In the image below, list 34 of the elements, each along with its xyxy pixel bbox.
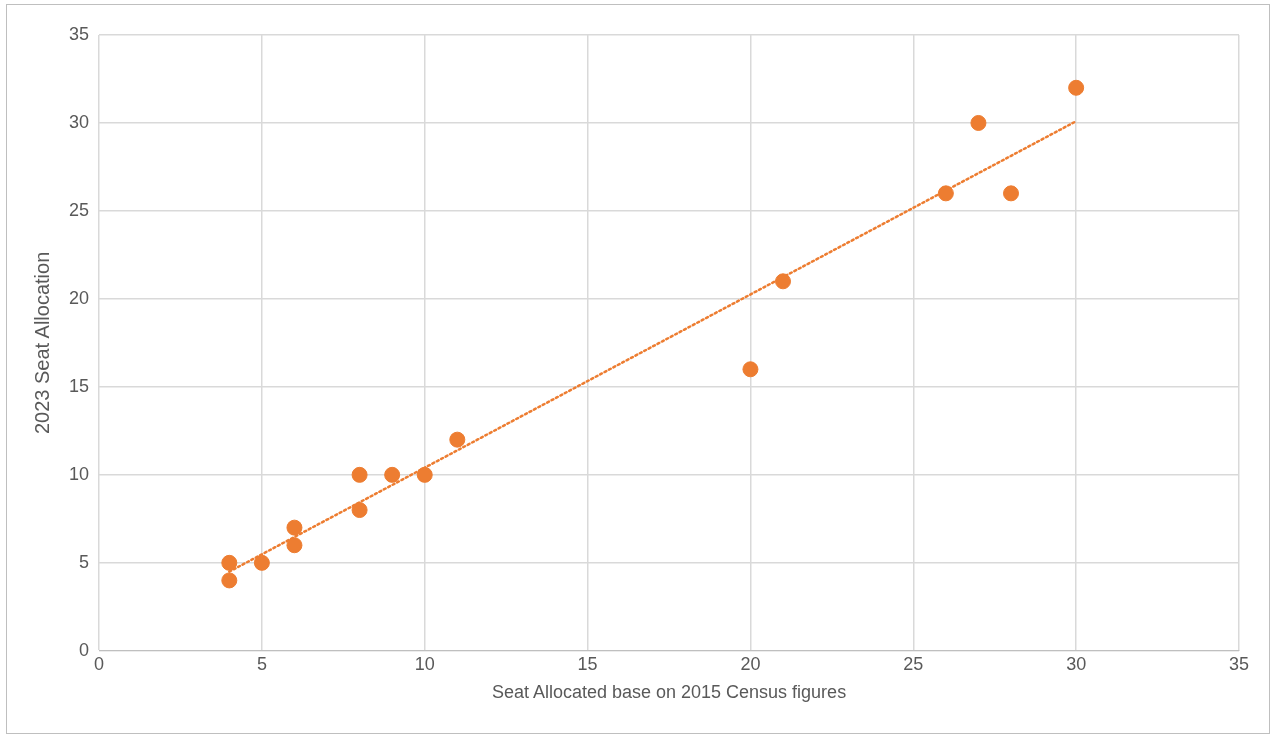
x-tick-label: 10 (414, 653, 435, 674)
x-tick-label: 5 (256, 653, 267, 674)
point (1003, 185, 1019, 202)
y-tick-label: 20 (68, 287, 90, 308)
point (351, 466, 368, 483)
point (775, 273, 792, 290)
point (416, 466, 433, 483)
y-axis-title: 2023 Seat Allocation (30, 251, 53, 435)
point (351, 502, 368, 519)
y-tick-label: 30 (68, 111, 90, 132)
y-tick-label: 10 (68, 463, 90, 484)
x-tick-label: 0 (94, 653, 105, 674)
point (221, 554, 238, 571)
x-tick-label: 35 (1228, 653, 1250, 674)
x-tick-label: 15 (577, 653, 598, 674)
y-tick-label: 25 (68, 199, 90, 220)
point (1068, 79, 1085, 96)
x-tick-label: 25 (903, 653, 924, 674)
point (937, 185, 954, 202)
x-tick-label: 30 (1066, 653, 1087, 674)
point (384, 466, 401, 483)
y-tick-label: 5 (79, 551, 90, 572)
y-tick-label: 0 (79, 639, 90, 660)
point (970, 114, 987, 131)
point (449, 431, 466, 448)
x-axis-title: Seat Allocated base on 2015 Census figures (491, 682, 847, 703)
point (253, 554, 270, 571)
point (221, 572, 238, 589)
point (286, 537, 303, 554)
y-tick-label: 15 (68, 375, 90, 396)
point (742, 361, 759, 378)
point (286, 519, 303, 536)
y-tick-label: 35 (68, 23, 90, 44)
x-tick-label: 20 (740, 653, 761, 674)
